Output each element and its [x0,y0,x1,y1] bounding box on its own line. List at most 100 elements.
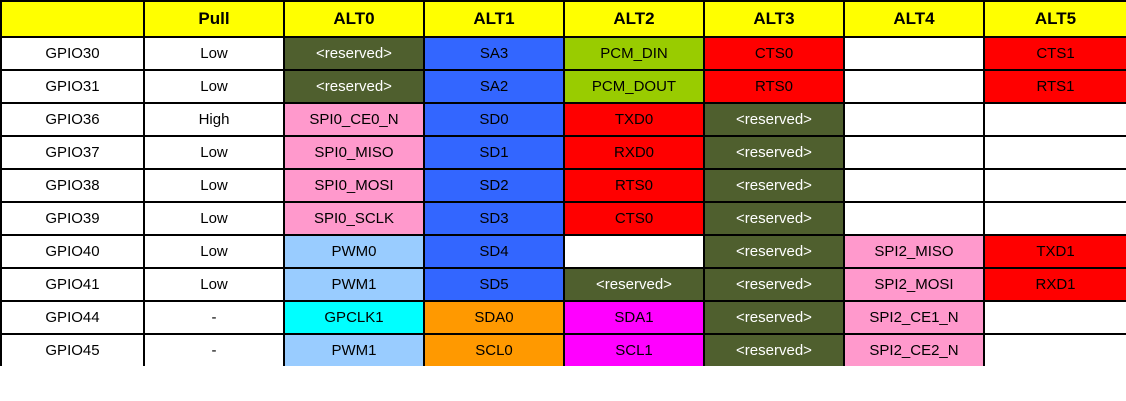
alt3-cell: <reserved> [703,102,845,137]
alt0-cell: PWM1 [283,333,425,366]
gpio-name-cell: GPIO38 [0,168,145,203]
alt2-cell: RXD0 [563,135,705,170]
alt3-cell: <reserved> [703,300,845,335]
table-row: GPIO45- PWM1 SCL0 SCL1 <reserved> SPI2_CE2_N [0,333,1126,366]
alt2-cell: CTS0 [563,201,705,236]
pull-cell: Low [143,234,285,269]
alt2-cell [563,234,705,269]
alt1-cell: SA3 [423,36,565,71]
alt2-cell: PCM_DIN [563,36,705,71]
gpio-name-cell: GPIO44 [0,300,145,335]
header-cell-alt1: ALT1 [423,0,565,38]
table-body: GPIO30 Low <reserved> SA3 PCM_DIN CTS0 CTS1 GPI… [0,36,1126,366]
alt1-cell: SDA0 [423,300,565,335]
alt1-cell: SD5 [423,267,565,302]
alt1-cell: SD0 [423,102,565,137]
pull-cell: Low [143,201,285,236]
table-row: GPIO37 Low SPI0_MISO SD1 RXD0 <reserved> [0,135,1126,170]
header-cell-alt4: ALT4 [843,0,985,38]
gpio-name-cell: GPIO31 [0,69,145,104]
pull-cell: Low [143,135,285,170]
alt5-cell [983,102,1126,137]
alt1-cell: SD4 [423,234,565,269]
table-row: GPIO41 Low PWM1 SD5 <reserved> <reserved> SPI2… [0,267,1126,302]
pull-cell: Low [143,36,285,71]
alt4-cell [843,201,985,236]
table-row: GPIO36 High SPI0_CE0_N SD0 TXD0 <reserved> [0,102,1126,137]
alt3-cell: <reserved> [703,201,845,236]
alt4-cell: SPI2_CE2_N [843,333,985,366]
pull-cell: - [143,333,285,366]
alt2-cell: TXD0 [563,102,705,137]
alt1-cell: SA2 [423,69,565,104]
alt5-cell [983,201,1126,236]
header-cell-pull: Pull [143,0,285,38]
alt0-cell: <reserved> [283,36,425,71]
gpio-name-cell: GPIO41 [0,267,145,302]
alt3-cell: <reserved> [703,333,845,366]
alt2-cell: SCL1 [563,333,705,366]
alt2-cell: <reserved> [563,267,705,302]
alt1-cell: SCL0 [423,333,565,366]
gpio-name-cell: GPIO37 [0,135,145,170]
table-row: GPIO38 Low SPI0_MOSI SD2 RTS0 <reserved> [0,168,1126,203]
gpio-name-cell: GPIO36 [0,102,145,137]
table-row: GPIO31 Low <reserved> SA2 PCM_DOUT RTS0 RTS1 [0,69,1126,104]
pull-cell: High [143,102,285,137]
table-row: GPIO44- GPCLK1 SDA0 SDA1 <reserved> SPI2_CE1_… [0,300,1126,335]
alt4-cell [843,168,985,203]
alt0-cell: SPI0_SCLK [283,201,425,236]
pull-cell: - [143,300,285,335]
alt0-cell: PWM0 [283,234,425,269]
alt2-cell: RTS0 [563,168,705,203]
alt3-cell: <reserved> [703,168,845,203]
header-cell-blank [0,0,145,38]
header-cell-alt3: ALT3 [703,0,845,38]
table-row: GPIO40 Low PWM0 SD4 <reserved> SPI2_MISO TXD1 [0,234,1126,269]
alt0-cell: SPI0_CE0_N [283,102,425,137]
alt4-cell [843,102,985,137]
header-cell-alt0: ALT0 [283,0,425,38]
alt5-cell [983,135,1126,170]
header-cell-alt5: ALT5 [983,0,1126,38]
alt4-cell: SPI2_MISO [843,234,985,269]
gpio-name-cell: GPIO39 [0,201,145,236]
alt5-cell [983,168,1126,203]
alt4-cell [843,36,985,71]
alt0-cell: GPCLK1 [283,300,425,335]
alt4-cell [843,135,985,170]
alt1-cell: SD3 [423,201,565,236]
gpio-alt-function-table: Pull ALT0 ALT1 ALT2 ALT3 ALT4 ALT5 GPIO30 Low <r… [0,0,1126,366]
alt3-cell: <reserved> [703,267,845,302]
alt5-cell: RTS1 [983,69,1126,104]
gpio-name-cell: GPIO30 [0,36,145,71]
gpio-name-cell: GPIO45 [0,333,145,366]
alt2-cell: SDA1 [563,300,705,335]
header-row: Pull ALT0 ALT1 ALT2 ALT3 ALT4 ALT5 [0,0,1126,38]
pull-cell: Low [143,69,285,104]
pull-cell: Low [143,168,285,203]
alt4-cell [843,69,985,104]
alt3-cell: <reserved> [703,234,845,269]
alt0-cell: PWM1 [283,267,425,302]
alt5-cell: TXD1 [983,234,1126,269]
alt5-cell [983,300,1126,335]
alt5-cell [983,333,1126,366]
alt0-cell: <reserved> [283,69,425,104]
alt4-cell: SPI2_MOSI [843,267,985,302]
alt3-cell: RTS0 [703,69,845,104]
table-row: GPIO39 Low SPI0_SCLK SD3 CTS0 <reserved> [0,201,1126,236]
alt5-cell: RXD1 [983,267,1126,302]
alt5-cell: CTS1 [983,36,1126,71]
alt0-cell: SPI0_MISO [283,135,425,170]
alt4-cell: SPI2_CE1_N [843,300,985,335]
header-cell-alt2: ALT2 [563,0,705,38]
alt1-cell: SD1 [423,135,565,170]
gpio-name-cell: GPIO40 [0,234,145,269]
pull-cell: Low [143,267,285,302]
alt3-cell: CTS0 [703,36,845,71]
table-row: GPIO30 Low <reserved> SA3 PCM_DIN CTS0 CTS1 [0,36,1126,71]
alt0-cell: SPI0_MOSI [283,168,425,203]
alt2-cell: PCM_DOUT [563,69,705,104]
alt3-cell: <reserved> [703,135,845,170]
